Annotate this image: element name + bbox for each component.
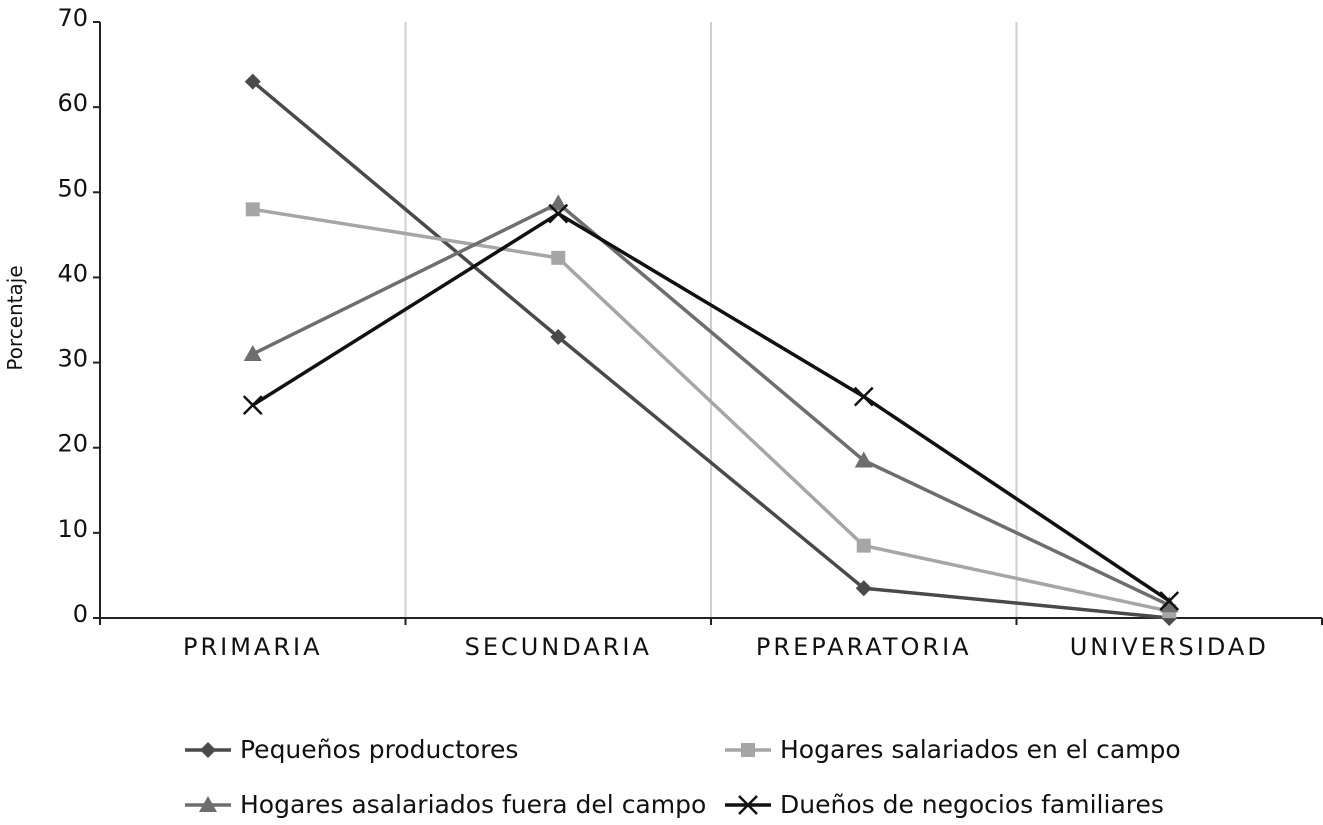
series-0-line: [251, 80, 1170, 620]
series-1-point-0: [245, 202, 260, 217]
y-tick-label-0: 0: [73, 600, 88, 628]
x-axis-categories: PRIMARIA SECUNDARIA PREPARATORIA UNIVERSIDA…: [183, 633, 1269, 661]
series-1-line: [252, 207, 1170, 613]
legend-marker-3: [738, 795, 758, 815]
series-1-point-1: [551, 250, 566, 265]
legend-marker-3-stroke-b: [738, 795, 758, 815]
series-3: [242, 203, 1180, 611]
grid-lines: [404, 22, 1018, 618]
legend-marker-0: [200, 742, 216, 758]
legend-label-0: Pequeños productores: [240, 735, 518, 764]
y-axis-ticks: 0 10 20 30 40 50 60 70: [57, 4, 100, 628]
series-0-point-1: [550, 329, 567, 346]
legend-item-3: Dueños de negocios familiares: [725, 790, 1164, 819]
y-axis-label: Porcentaje: [3, 265, 27, 370]
series-3-point-2-stroke-b: [853, 386, 874, 407]
series-3-point-1: [548, 203, 569, 224]
series-2: [243, 194, 1179, 613]
series-3-point-3-stroke-b: [1159, 591, 1180, 611]
legend-item-1: Hogares salariados en el campo: [725, 735, 1181, 764]
series-2-line: [251, 201, 1170, 607]
legend-item-0: Pequeños productores: [185, 735, 518, 764]
y-tick-label-40: 40: [57, 259, 88, 287]
y-tick-label-60: 60: [57, 89, 88, 117]
x-category-label-3: UNIVERSIDAD: [1070, 633, 1269, 661]
y-tick-label-70: 70: [57, 4, 88, 32]
y-tick-label-10: 10: [57, 515, 88, 543]
x-category-label-2: PREPARATORIA: [756, 633, 972, 661]
series-0-point-2: [855, 580, 872, 597]
series-2-point-1: [549, 194, 568, 211]
series-3-point-2: [853, 386, 874, 407]
x-category-label-1: SECUNDARIA: [465, 633, 652, 661]
series-2-point-2: [854, 451, 873, 468]
series-3-point-0: [242, 395, 263, 416]
series-1-point-2: [856, 538, 871, 553]
y-tick-label-30: 30: [57, 345, 88, 373]
legend-label-2: Hogares asalariados fuera del campo: [240, 790, 706, 819]
legend-marker-1: [741, 743, 755, 757]
legend-label-1: Hogares salariados en el campo: [780, 735, 1181, 764]
series-3-point-0-stroke-b: [242, 395, 263, 416]
legend-item-2: Hogares asalariados fuera del campo: [185, 790, 706, 819]
series-2-point-3: [1160, 596, 1179, 613]
series-3-point-3: [1159, 591, 1180, 611]
series-3-line: [251, 211, 1171, 603]
axes: [99, 22, 1323, 625]
y-tick-label-50: 50: [57, 174, 88, 202]
series-3-point-1-stroke-b: [548, 203, 569, 224]
legend: Pequeños productores Hogares salariados e…: [185, 735, 1181, 819]
series-2-point-0: [243, 345, 262, 362]
x-category-label-0: PRIMARIA: [183, 633, 323, 661]
legend-label-3: Dueños de negocios familiares: [780, 790, 1164, 819]
legend-marker-2: [199, 796, 217, 812]
series-0-point-0: [244, 73, 261, 90]
data-series: [242, 73, 1180, 626]
y-tick-label-20: 20: [57, 430, 88, 458]
